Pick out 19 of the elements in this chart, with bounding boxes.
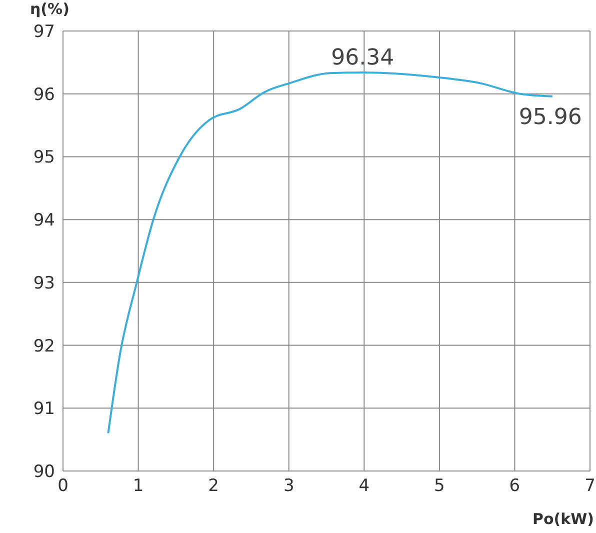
- x-axis-title: Po(kW): [532, 510, 594, 528]
- x-tick-label: 0: [58, 476, 68, 496]
- x-tick-label: 1: [132, 476, 144, 496]
- x-tick-label: 6: [509, 476, 520, 496]
- y-tick-label: 93: [33, 273, 55, 294]
- x-tick-label: 7: [584, 476, 596, 496]
- y-axis-title: η(%): [30, 0, 70, 18]
- x-tick-label: 4: [358, 476, 370, 496]
- y-tick-label: 95: [33, 148, 55, 168]
- y-tick-label: 96: [33, 84, 55, 105]
- y-tick-label: 90: [33, 462, 55, 482]
- annotation: 95.96: [518, 104, 582, 130]
- y-tick-label: 94: [33, 210, 55, 231]
- y-tick-label: 91: [33, 399, 55, 420]
- x-tick-label: 3: [283, 476, 294, 496]
- y-tick-label: 97: [33, 22, 55, 42]
- x-tick-label: 5: [434, 476, 445, 496]
- y-tick-label: 92: [33, 336, 55, 356]
- x-tick-label: 2: [208, 476, 219, 496]
